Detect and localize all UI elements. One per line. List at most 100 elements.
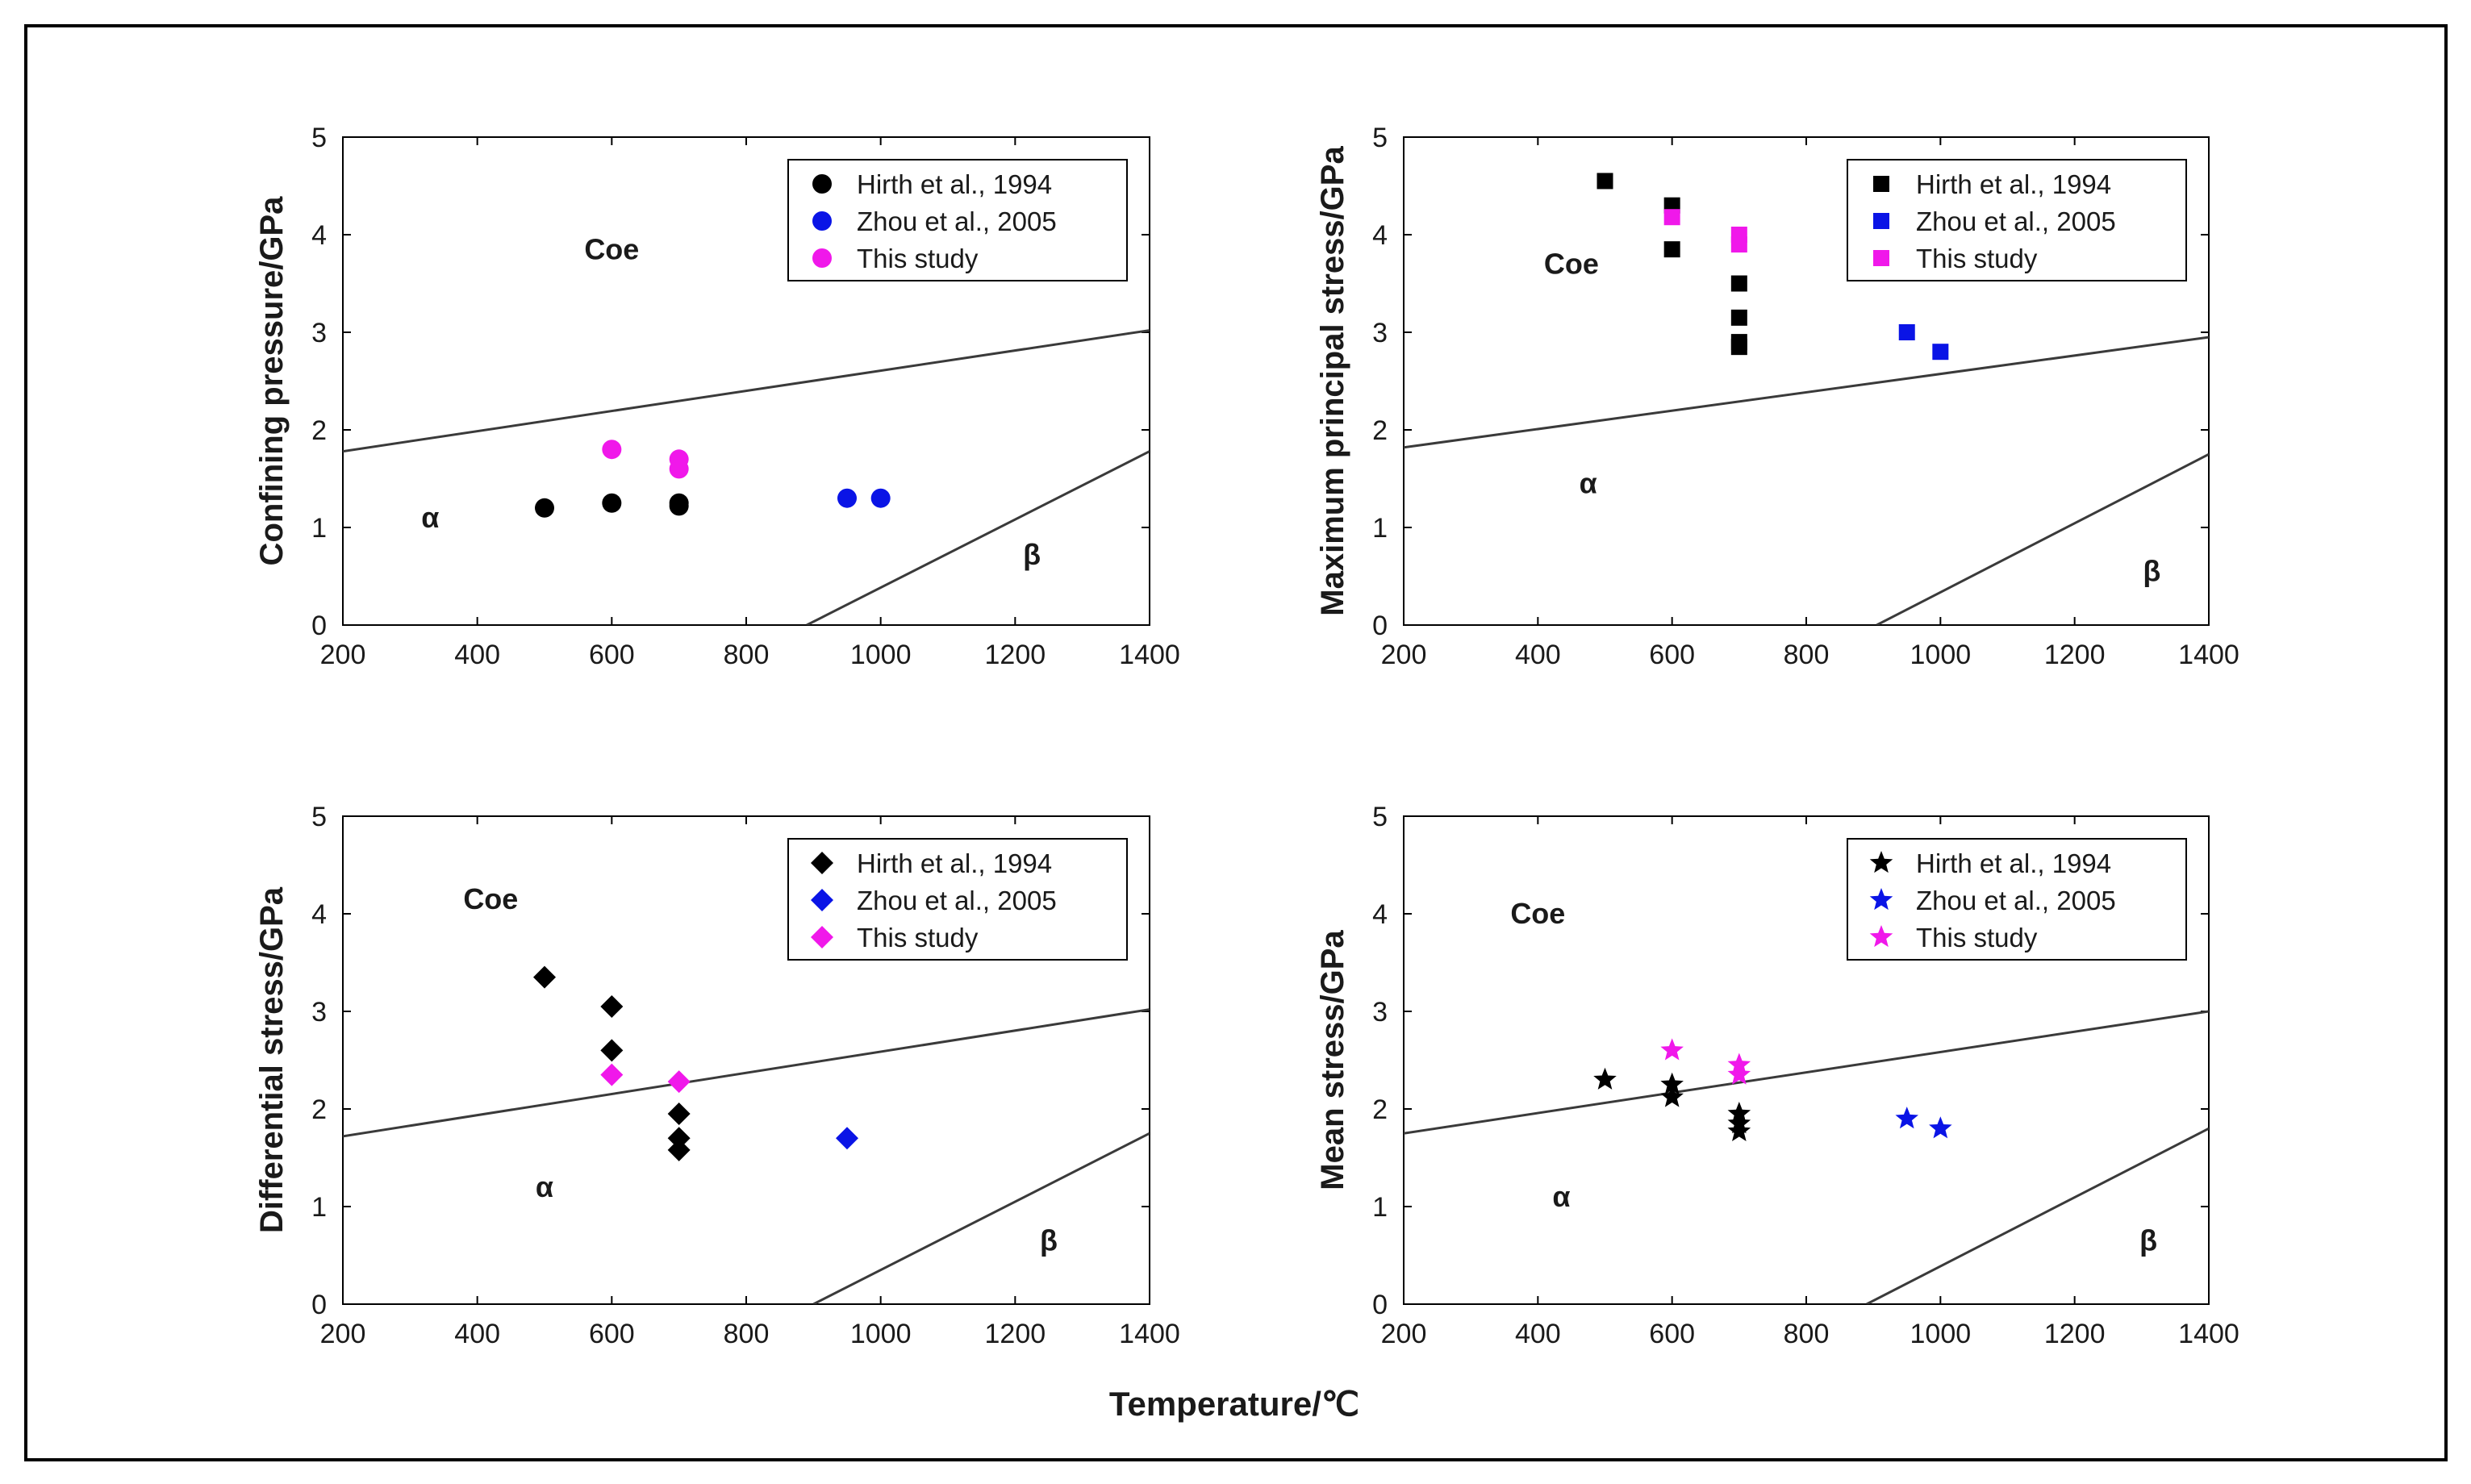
- legend-marker-hirth: [812, 174, 832, 194]
- chart-panel-4: 200 400 600 800 1000 1200 1400 0 1 2 3 4 5 Mean stres…: [1315, 802, 2239, 1349]
- phase-boundary-line: [1404, 1010, 2209, 1135]
- panels-container: 200 400 600 800 1000 1200 1400012345Confining …: [254, 123, 2239, 1349]
- region-label: α: [536, 1170, 553, 1203]
- legend-entry-label: This study: [857, 244, 979, 273]
- phase-boundary-line: [343, 329, 1150, 453]
- legend-entry-label: Zhou et al., 2005: [857, 886, 1057, 915]
- legend: Hirth et al., 1994 Zhou et al., 2005 This …: [787, 838, 1128, 961]
- x-tick-label: 800: [1784, 640, 1830, 670]
- legend-marker-this-study: [1869, 925, 1893, 948]
- data-point-zhou: [1932, 344, 1949, 361]
- region-label: β: [1040, 1223, 1058, 1257]
- x-tick-label: 600: [589, 1319, 635, 1349]
- legend-entry-label: Zhou et al., 2005: [857, 206, 1057, 236]
- x-tick-label: 1200: [985, 640, 1046, 670]
- data-point-hirth: [1730, 275, 1747, 292]
- data-point-this-study: [1663, 209, 1680, 226]
- data-point-hirth: [1730, 309, 1747, 326]
- x-tick-label: 1400: [2178, 640, 2239, 670]
- legend-entry-label: Hirth et al., 1994: [857, 169, 1052, 199]
- shared-x-axis-label: Temperature/℃: [1109, 1385, 1359, 1423]
- data-point-hirth: [600, 1039, 624, 1062]
- phase-boundary-line: [1404, 336, 2209, 449]
- legend-box: [787, 838, 1128, 961]
- region-label: β: [2143, 555, 2160, 588]
- y-tick-label: 2: [311, 415, 327, 446]
- y-tick-label: 5: [1372, 802, 1388, 832]
- y-tick-label: 5: [311, 802, 327, 832]
- legend-entry-label: Hirth et al., 1994: [857, 848, 1052, 878]
- x-tick-label: 800: [724, 1319, 770, 1349]
- y-axis-label: Differential stress/GPa: [254, 886, 290, 1233]
- legend-entry-label: Zhou et al., 2005: [1916, 886, 2116, 915]
- x-tick-label: 1000: [1910, 640, 1972, 670]
- data-point-this-study: [600, 1063, 624, 1086]
- y-axis-label: Maximum principal stress/GPa: [1315, 146, 1350, 616]
- legend-entry-label: This study: [1916, 923, 2038, 953]
- y-tick-label: 0: [311, 611, 327, 641]
- data-point-hirth: [1597, 173, 1613, 190]
- legend: Hirth et al., 1994 Zhou et al., 2005 This …: [1847, 838, 2187, 961]
- y-tick-label: 4: [311, 220, 327, 251]
- phase-boundaries: [343, 329, 1150, 625]
- legend-marker-this-study: [812, 248, 832, 268]
- y-tick-label: 3: [311, 318, 327, 348]
- phase-boundaries: [1404, 1010, 2209, 1304]
- legend-marker-zhou: [812, 211, 832, 231]
- region-label: α: [1552, 1180, 1570, 1213]
- data-point-zhou: [837, 488, 857, 508]
- legend-entry-label: This study: [857, 923, 979, 953]
- x-tick-label: 1200: [2044, 1319, 2106, 1349]
- data-point-zhou: [1898, 324, 1915, 340]
- data-point-hirth: [600, 994, 624, 1018]
- x-tick-label: 600: [1649, 1319, 1695, 1349]
- phase-boundary-line: [812, 1132, 1150, 1304]
- y-tick-label: 2: [311, 1094, 327, 1125]
- x-tick-label: 800: [724, 640, 770, 670]
- data-point-hirth: [1660, 1085, 1684, 1107]
- data-point-hirth: [667, 1103, 691, 1126]
- data-point-hirth: [667, 1138, 691, 1161]
- data-point-this-study: [1730, 236, 1747, 253]
- data-point-zhou: [836, 1127, 858, 1150]
- data-point-zhou: [1895, 1107, 1919, 1129]
- region-label: α: [421, 501, 439, 534]
- x-tick-label: 400: [454, 1319, 500, 1349]
- legend: Hirth et al., 1994 Zhou et al., 2005 This …: [787, 159, 1128, 281]
- legend-marker-zhou: [1873, 213, 1889, 229]
- y-tick-label: 1: [1372, 1192, 1388, 1223]
- data-point-hirth: [1593, 1067, 1617, 1090]
- y-tick-label: 1: [1372, 513, 1388, 544]
- data-point-hirth: [1730, 339, 1747, 356]
- region-label: Coe: [463, 882, 518, 915]
- phase-boundary-line: [343, 1008, 1150, 1138]
- data-point-this-study: [1660, 1038, 1684, 1061]
- chart-panel-3: 200 400 600 800 1000 1200 1400 0 1 2 3 4 5 Differenti…: [254, 802, 1180, 1349]
- y-tick-label: 5: [311, 123, 327, 153]
- phase-boundaries: [1404, 336, 2209, 625]
- y-tick-label: 0: [1372, 611, 1388, 641]
- data-point-hirth: [602, 493, 622, 513]
- data-point-hirth: [535, 498, 554, 518]
- region-label: α: [1580, 467, 1597, 500]
- legend-marker-hirth: [1873, 176, 1889, 192]
- data-point-this-study: [667, 1070, 691, 1094]
- legend-marker-this-study: [811, 926, 833, 948]
- y-axis-label: Confining pressure/GPa: [254, 196, 290, 566]
- x-tick-label: 200: [1381, 640, 1427, 670]
- legend-entry-label: Hirth et al., 1994: [1916, 169, 2111, 199]
- phase-boundary-line: [1866, 1127, 2209, 1304]
- data-point-zhou: [870, 488, 891, 508]
- x-tick-label: 200: [320, 640, 366, 670]
- legend-marker-hirth: [811, 852, 833, 874]
- x-tick-label: 200: [1381, 1319, 1427, 1349]
- x-tick-label: 1000: [850, 640, 912, 670]
- region-label: Coe: [1544, 247, 1599, 280]
- y-tick-label: 3: [1372, 318, 1388, 348]
- legend-marker-zhou: [811, 889, 833, 911]
- region-label: β: [1023, 538, 1041, 571]
- legend-marker-zhou: [1869, 888, 1893, 911]
- x-tick-label: 600: [1649, 640, 1695, 670]
- legend-box: [787, 159, 1128, 281]
